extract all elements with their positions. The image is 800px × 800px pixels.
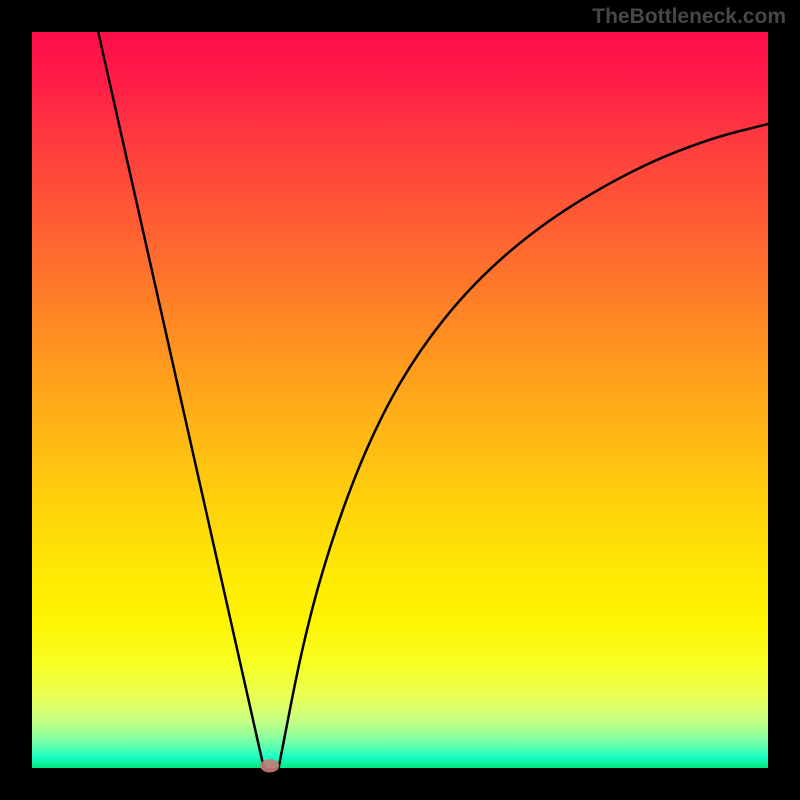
chart-frame: TheBottleneck.com <box>0 0 800 800</box>
chart-svg <box>0 0 800 800</box>
plot-background <box>32 32 768 768</box>
minimum-marker <box>260 759 279 772</box>
watermark-text: TheBottleneck.com <box>592 5 786 29</box>
